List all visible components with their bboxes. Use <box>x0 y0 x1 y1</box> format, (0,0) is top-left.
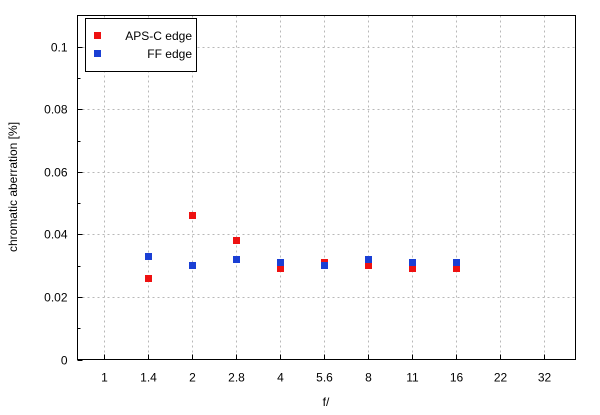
y-tick-label: 0.04 <box>44 228 68 242</box>
grid-layer <box>77 15 576 360</box>
point-aps-c-edge-f11 <box>409 265 416 272</box>
point-aps-c-edge-f2-8 <box>233 237 240 244</box>
x-tick-label: 16 <box>450 371 464 385</box>
point-ff-edge-f8 <box>365 256 372 263</box>
series-ff-edge <box>145 253 460 269</box>
point-aps-c-edge-f2 <box>189 212 196 219</box>
x-tick-label: 1.4 <box>140 371 157 385</box>
point-ff-edge-f16 <box>453 259 460 266</box>
point-aps-c-edge-f16 <box>453 265 460 272</box>
point-ff-edge-f1-4 <box>145 253 152 260</box>
x-axis-label: f/ <box>323 395 330 409</box>
legend-label-aps-c-edge: APS-C edge <box>125 29 192 43</box>
y-tick-label: 0.08 <box>44 103 68 117</box>
point-aps-c-edge-f4 <box>277 265 284 272</box>
x-tick-label: 11 <box>406 371 419 385</box>
point-ff-edge-f5-6 <box>321 262 328 269</box>
legend-swatch-aps-c-edge <box>94 32 101 39</box>
x-tick-label: 22 <box>494 371 508 385</box>
point-ff-edge-f2 <box>189 262 196 269</box>
point-ff-edge-f4 <box>277 259 284 266</box>
y-tick-label: 0 <box>61 354 68 368</box>
plot-frame <box>77 15 576 360</box>
x-tick-label: 1 <box>101 371 108 385</box>
legend-swatch-ff-edge <box>94 50 101 57</box>
y-tick-label: 0.06 <box>44 166 68 180</box>
x-tick-label: 2 <box>189 371 196 385</box>
legend-label-ff-edge: FF edge <box>147 47 192 61</box>
x-tick-labels: 1 1.4 2 2.8 4 5.6 8 11 16 22 32 <box>101 371 551 385</box>
x-tick-label: 2.8 <box>228 371 245 385</box>
point-ff-edge-f2-8 <box>233 256 240 263</box>
legend: APS-C edge FF edge <box>85 18 197 72</box>
point-aps-c-edge-f1-4 <box>145 275 152 282</box>
x-tick-label: 5.6 <box>316 371 333 385</box>
legend-box <box>85 18 197 72</box>
point-aps-c-edge-f8 <box>365 262 372 269</box>
y-tick-labels: 0 0.02 0.04 0.06 0.08 0.1 <box>44 41 68 368</box>
x-tick-label: 4 <box>277 371 284 385</box>
data-points <box>145 212 460 282</box>
y-axis-label: chromatic aberration [%] <box>6 122 20 252</box>
x-tick-label: 8 <box>365 371 372 385</box>
point-ff-edge-f11 <box>409 259 416 266</box>
y-tick-label: 0.02 <box>44 291 68 305</box>
y-tick-label: 0.1 <box>51 41 68 55</box>
x-tick-label: 32 <box>538 371 552 385</box>
tick-layer <box>77 47 545 361</box>
